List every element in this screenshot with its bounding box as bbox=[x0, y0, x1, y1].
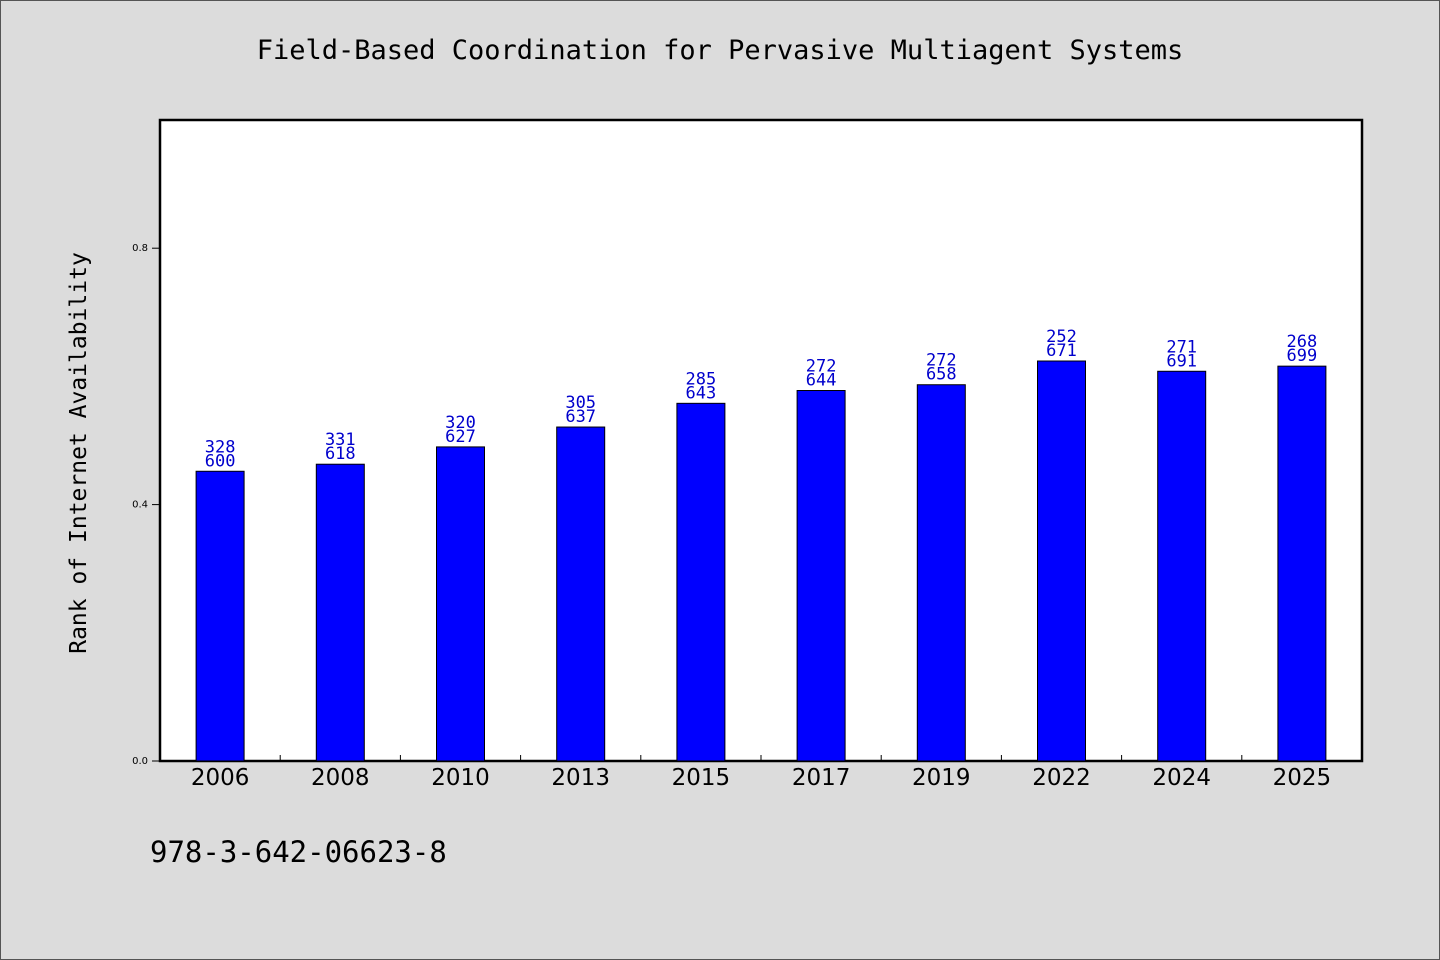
data-label-top: 285 bbox=[686, 369, 717, 389]
bar-2008 bbox=[315, 463, 365, 762]
bars: 3286003316183206273056372856432726442726… bbox=[195, 327, 1327, 762]
bar-2017 bbox=[796, 390, 846, 762]
x-tick-label: 2025 bbox=[1273, 765, 1332, 791]
y-tick-label: 0.4 bbox=[132, 500, 148, 511]
chart-title: Field-Based Coordination for Pervasive M… bbox=[256, 35, 1184, 66]
y-tick-label: 0.8 bbox=[132, 243, 148, 254]
data-label-bottom: 643 bbox=[686, 383, 717, 403]
bar-2013 bbox=[556, 426, 606, 762]
data-label-bottom: 618 bbox=[325, 444, 356, 464]
data-label-bottom: 627 bbox=[445, 427, 476, 447]
data-label-top: 272 bbox=[806, 357, 837, 377]
data-label-top: 268 bbox=[1287, 332, 1318, 352]
bar-2006 bbox=[195, 470, 245, 762]
data-label-top: 320 bbox=[445, 413, 476, 433]
isbn-code: 978-3-642-06623-8 bbox=[150, 835, 447, 869]
data-label-top: 328 bbox=[205, 437, 236, 457]
data-label-top: 305 bbox=[565, 393, 596, 413]
data-label-top: 271 bbox=[1166, 337, 1197, 357]
y-axis-ticks: 0.0 0.4 0.8 bbox=[132, 243, 161, 767]
y-tick-label: 0.0 bbox=[132, 756, 148, 767]
bar-2024 bbox=[1157, 370, 1207, 762]
x-axis-ticks: 2006 2008 2010 2013 2015 2017 2019 2022 2024 2025 bbox=[191, 755, 1331, 791]
data-label-bottom: 644 bbox=[806, 371, 837, 391]
y-axis-label: Rank of Internet Availability bbox=[66, 252, 92, 654]
x-tick-label: 2022 bbox=[1032, 765, 1091, 791]
x-tick-label: 2008 bbox=[311, 765, 370, 791]
x-tick-label: 2010 bbox=[431, 765, 490, 791]
data-label-bottom: 671 bbox=[1046, 341, 1077, 361]
bar-2010 bbox=[436, 446, 485, 762]
bar-2019 bbox=[916, 384, 966, 762]
data-label-top: 331 bbox=[325, 430, 356, 450]
x-tick-label: 2017 bbox=[792, 765, 851, 791]
data-label-bottom: 699 bbox=[1287, 346, 1318, 366]
data-label-bottom: 691 bbox=[1166, 351, 1197, 371]
bar-2022 bbox=[1037, 360, 1086, 762]
bar-2025 bbox=[1277, 365, 1327, 762]
x-tick-label: 2006 bbox=[191, 765, 250, 791]
data-label-bottom: 600 bbox=[205, 451, 236, 471]
data-label-bottom: 658 bbox=[926, 365, 957, 385]
x-tick-label: 2015 bbox=[672, 765, 731, 791]
x-tick-label: 2019 bbox=[912, 765, 971, 791]
data-label-top: 272 bbox=[926, 351, 957, 371]
x-tick-label: 2013 bbox=[551, 765, 610, 791]
x-tick-label: 2024 bbox=[1152, 765, 1211, 791]
data-label-top: 252 bbox=[1046, 327, 1077, 347]
bar-2015 bbox=[676, 402, 726, 762]
data-label-bottom: 637 bbox=[565, 407, 596, 427]
